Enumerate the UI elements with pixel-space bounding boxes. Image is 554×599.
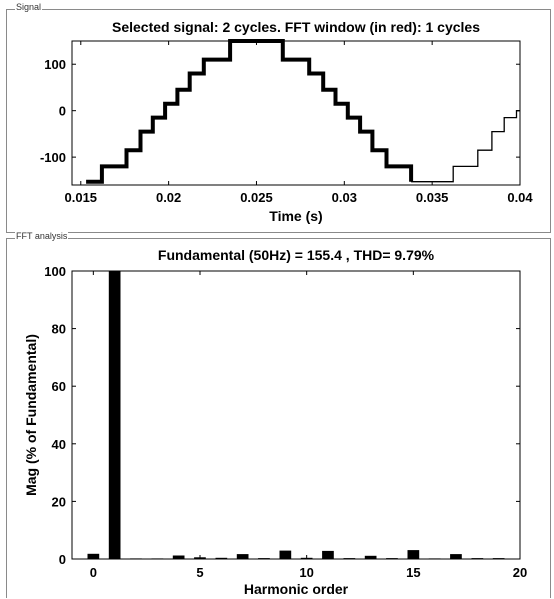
fft-y-tick-label: 0 xyxy=(59,552,66,567)
harmonic-bar-4 xyxy=(172,555,185,559)
fft-y-tick-label: 100 xyxy=(44,264,66,279)
harmonic-bar-17 xyxy=(450,554,462,559)
fft-y-tick-label: 60 xyxy=(52,379,66,394)
signal-panel: Signal xyxy=(6,2,551,233)
signal-y-tick-label: 100 xyxy=(44,57,66,72)
fft-x-axis-label: Harmonic order xyxy=(244,581,349,597)
fft-x-tick-label: 15 xyxy=(406,565,420,580)
signal-axes-frame xyxy=(71,40,521,186)
signal-series-window-line xyxy=(86,39,414,184)
harmonic-bar-16 xyxy=(428,558,441,560)
fft-y-axis-label: Mag (% of Fundamental) xyxy=(23,334,39,496)
harmonic-bar-14 xyxy=(386,558,398,560)
signal-y-tick-label: 0 xyxy=(59,104,66,119)
signal-x-axis-label: Time (s) xyxy=(269,208,322,224)
harmonic-bar-15 xyxy=(407,550,420,559)
fft-panel-label: FFT analysis xyxy=(15,231,69,241)
signal-chart: Selected signal: 2 cycles. FFT window (i… xyxy=(40,19,533,224)
fft-chart-title: Fundamental (50Hz) = 155.4 , THD= 9.79% xyxy=(158,247,435,263)
fft-x-tick-label: 0 xyxy=(90,565,97,580)
signal-panel-label: Signal xyxy=(15,2,43,12)
harmonic-bar-9 xyxy=(279,550,292,559)
fft-y-tick-label: 40 xyxy=(52,437,66,452)
signal-x-tick-label: 0.04 xyxy=(507,190,533,205)
signal-x-tick-label: 0.025 xyxy=(240,190,273,205)
harmonic-bar-11 xyxy=(322,550,334,559)
fft-y-tick-label: 20 xyxy=(52,494,66,509)
harmonic-bar-6 xyxy=(215,557,228,559)
harmonic-bar-19 xyxy=(492,558,505,560)
harmonic-bar-12 xyxy=(343,558,356,560)
harmonic-bar-18 xyxy=(471,558,484,560)
harmonic-bar-3 xyxy=(151,558,164,560)
harmonic-bar-8 xyxy=(258,558,270,560)
harmonic-bar-2 xyxy=(130,558,142,560)
signal-y-tick-label: -100 xyxy=(40,150,66,165)
signal-x-tick-label: 0.035 xyxy=(416,190,449,205)
signal-x-tick-label: 0.015 xyxy=(65,190,98,205)
signal-series-remainder-line xyxy=(411,110,520,183)
harmonic-bar-7 xyxy=(236,554,249,559)
harmonic-bar-1 xyxy=(108,271,121,559)
signal-chart-title: Selected signal: 2 cycles. FFT window (i… xyxy=(112,19,480,35)
harmonic-bar-13 xyxy=(364,555,377,559)
fft-x-tick-label: 10 xyxy=(299,565,313,580)
fft-y-tick-label: 80 xyxy=(52,322,66,337)
fft-analysis-panel: FFT analysis xyxy=(6,231,551,598)
fft-x-tick-label: 20 xyxy=(513,565,527,580)
signal-x-tick-label: 0.02 xyxy=(156,190,181,205)
signal-x-tick-label: 0.03 xyxy=(332,190,357,205)
fft-x-tick-label: 5 xyxy=(196,565,203,580)
fft-axes-frame xyxy=(71,270,521,560)
